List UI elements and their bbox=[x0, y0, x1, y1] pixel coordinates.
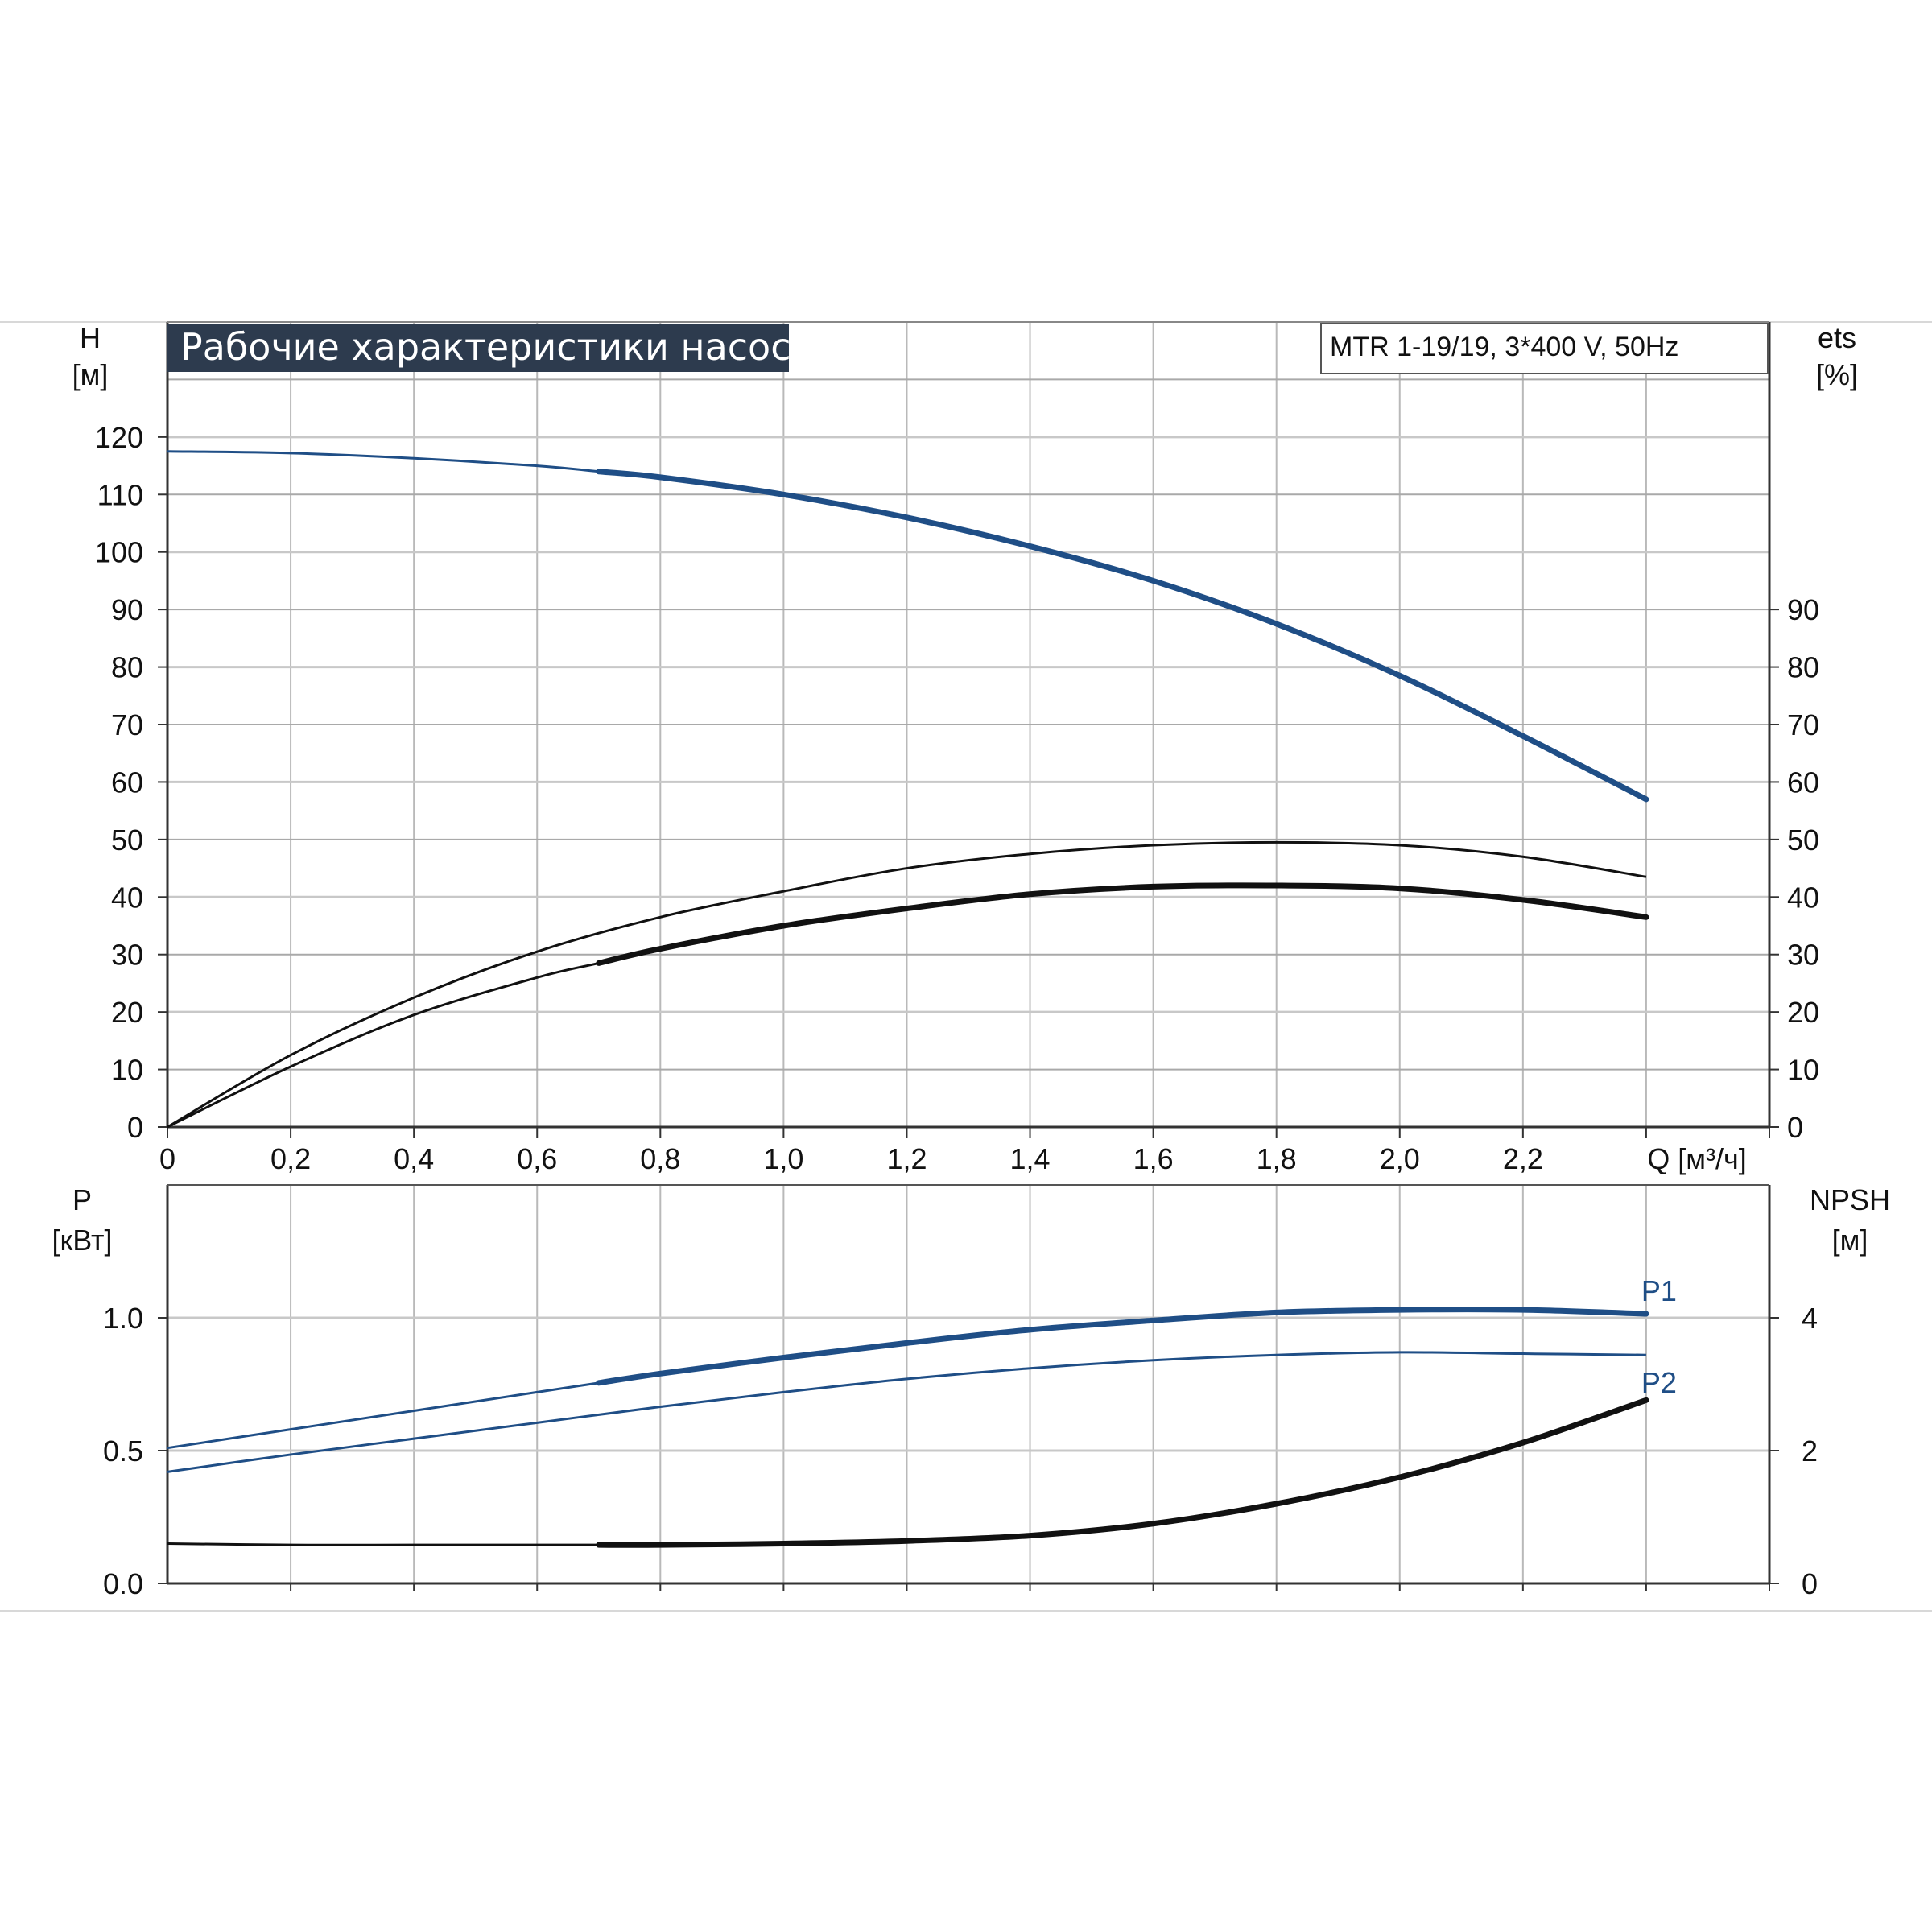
x-tick-label: 0,6 bbox=[517, 1142, 557, 1175]
x-axis-label: Q [м³/ч] bbox=[1647, 1142, 1747, 1175]
y-right-tick-label: 40 bbox=[1787, 881, 1819, 914]
top-curve-3-operating-range bbox=[596, 882, 1649, 966]
y-right-tick-label: 30 bbox=[1787, 939, 1819, 972]
x-tick-label: 2,0 bbox=[1380, 1142, 1420, 1175]
x-tick-label: 1,6 bbox=[1133, 1142, 1174, 1175]
title-box bbox=[167, 324, 789, 372]
y-right-tick-label: 80 bbox=[1787, 651, 1819, 684]
y-right-tick-label: 10 bbox=[1787, 1054, 1819, 1087]
top-series bbox=[167, 450, 1649, 1129]
npsh-axis-symbol: NPSH bbox=[1810, 1183, 1890, 1216]
x-tick-label: 1,0 bbox=[763, 1142, 803, 1175]
y-right-tick-label: 90 bbox=[1787, 593, 1819, 626]
p-tick-label: 0.0 bbox=[103, 1567, 143, 1600]
y-left-tick-label: 20 bbox=[111, 996, 143, 1029]
npsh-tick-label: 0 bbox=[1802, 1567, 1818, 1600]
p-tick-label: 1.0 bbox=[103, 1302, 143, 1335]
y-left-label-symbol: H bbox=[80, 321, 101, 354]
top-curve-2 bbox=[167, 840, 1647, 1129]
y-right-tick-label: 20 bbox=[1787, 996, 1819, 1029]
y-left-tick-label: 50 bbox=[111, 824, 143, 857]
npsh-axis-unit: [м] bbox=[1832, 1224, 1868, 1257]
x-tick-label: 0,8 bbox=[640, 1142, 680, 1175]
y-right-tick-label: 0 bbox=[1787, 1111, 1803, 1144]
series-label-p2: P2 bbox=[1641, 1366, 1677, 1399]
bottom-ticks: 0.0 0.5 1.0 0 2 4 bbox=[103, 1302, 1818, 1600]
x-tick-label: 0,4 bbox=[394, 1142, 434, 1175]
npsh-tick-label: 4 bbox=[1802, 1302, 1818, 1335]
y-left-tick-label: 40 bbox=[111, 881, 143, 914]
power-npsh-panel: P [кВт] NPSH [м] 0.0 0.5 1.0 0 2 4 P1 P2 bbox=[52, 1183, 1890, 1600]
bottom-curve-2 bbox=[167, 1351, 1646, 1473]
chart-title: Рабочие характеристики насоса bbox=[180, 325, 814, 369]
head-efficiency-panel: Рабочие характеристики насоса MTR 1-19/1… bbox=[72, 321, 1858, 1175]
x-tick-label: 2,2 bbox=[1503, 1142, 1543, 1175]
y-left-tick-label: 100 bbox=[95, 536, 143, 569]
y-left-tick-label: 60 bbox=[111, 766, 143, 799]
bottom-curve-3-operating-range bbox=[596, 1397, 1649, 1548]
bottom-curve-1-operating-range bbox=[596, 1307, 1649, 1386]
p-tick-label: 0.5 bbox=[103, 1435, 143, 1468]
x-tick-label: 1,2 bbox=[886, 1142, 927, 1175]
y-left-tick-label: 0 bbox=[127, 1111, 143, 1144]
p-axis-unit: [кВт] bbox=[52, 1224, 112, 1257]
top-ticks: 0 0,2 0,4 0,6 0,8 1,0 1,2 1,4 1,6 1,8 2,0 2,2 0 10 20 3… bbox=[95, 421, 1819, 1175]
y-left-tick-label: 90 bbox=[111, 593, 143, 626]
bottom-series: P1 P2 bbox=[167, 1274, 1677, 1548]
y-right-label-unit: [%] bbox=[1816, 358, 1858, 391]
npsh-tick-label: 2 bbox=[1802, 1435, 1818, 1468]
y-left-tick-label: 30 bbox=[111, 939, 143, 972]
x-tick-label: 1,4 bbox=[1010, 1142, 1051, 1175]
y-left-tick-label: 10 bbox=[111, 1054, 143, 1087]
y-left-tick-label: 120 bbox=[95, 421, 143, 454]
y-right-label-symbol: ets bbox=[1818, 321, 1856, 354]
top-grid bbox=[167, 322, 1770, 1127]
y-right-tick-label: 60 bbox=[1787, 766, 1819, 799]
bottom-grid bbox=[167, 1185, 1770, 1583]
x-tick-label: 0,2 bbox=[270, 1142, 311, 1175]
y-left-tick-label: 70 bbox=[111, 708, 143, 741]
y-right-tick-label: 50 bbox=[1787, 824, 1819, 857]
y-right-tick-label: 70 bbox=[1787, 708, 1819, 741]
y-left-tick-label: 110 bbox=[97, 478, 143, 511]
p-axis-symbol: P bbox=[72, 1183, 92, 1216]
pump-model-label: MTR 1-19/19, 3*400 V, 50Hz bbox=[1330, 332, 1678, 362]
y-left-label-unit: [м] bbox=[72, 358, 109, 391]
top-curve-1-operating-range bbox=[596, 469, 1649, 803]
series-label-p1: P1 bbox=[1641, 1274, 1677, 1307]
x-tick-label: 0 bbox=[159, 1142, 175, 1175]
model-box bbox=[1320, 323, 1769, 374]
x-tick-label: 1,8 bbox=[1257, 1142, 1297, 1175]
y-left-tick-label: 80 bbox=[111, 651, 143, 684]
